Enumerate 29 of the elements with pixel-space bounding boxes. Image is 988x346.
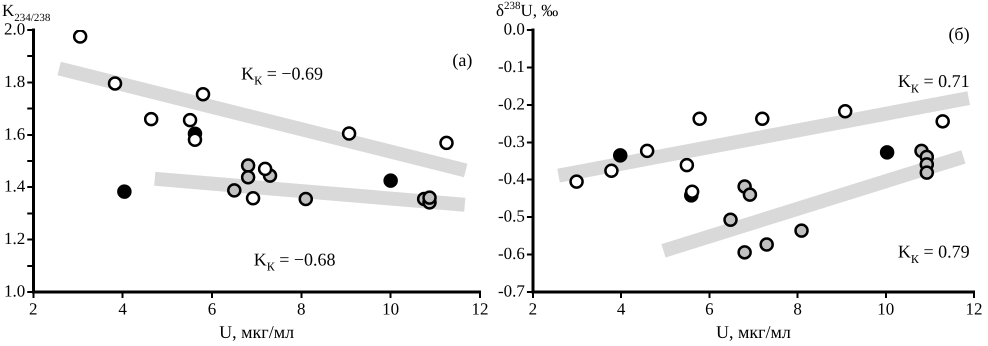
annotation: (б) xyxy=(948,24,970,44)
x-tick-label: 6 xyxy=(705,300,714,319)
y-tick-label: 1.8 xyxy=(4,72,26,91)
y-tick-label: -0.4 xyxy=(498,169,526,188)
x-tick-label: 12 xyxy=(966,300,982,319)
x-tick-label: 2 xyxy=(528,300,538,319)
x-tick-label: 2 xyxy=(29,300,38,319)
y-tick-label: -0.2 xyxy=(498,94,525,114)
y-tick-label: -0.3 xyxy=(498,132,525,151)
y-tick-label: 1.4 xyxy=(4,176,26,196)
y-tick-label: -0.1 xyxy=(498,56,525,76)
x-tick-label: 4 xyxy=(616,300,626,319)
y-tick-label: -0.6 xyxy=(498,244,525,264)
x-axis-title: U, мкг/мл xyxy=(219,322,294,342)
y-tick-label: 1.0 xyxy=(4,281,26,300)
y-tick-label: -0.5 xyxy=(498,206,525,226)
x-tick-label: 10 xyxy=(877,300,894,319)
x-tick-label: 4 xyxy=(118,300,128,319)
x-tick-label: 10 xyxy=(382,300,400,319)
x-tick-label: 8 xyxy=(793,300,802,319)
x-tick-label: 6 xyxy=(208,300,216,319)
x-tick-label: 12 xyxy=(472,300,488,319)
y-tick-label: 0.0 xyxy=(504,19,525,38)
y-tick-label: 1.6 xyxy=(4,124,26,144)
y-tick-label: 1.2 xyxy=(4,229,26,248)
y-tick-label: -0.7 xyxy=(498,281,526,300)
x-axis-title: U, мкг/мл xyxy=(716,322,791,342)
x-tick-label: 8 xyxy=(297,300,306,319)
annotation: (а) xyxy=(452,50,472,70)
